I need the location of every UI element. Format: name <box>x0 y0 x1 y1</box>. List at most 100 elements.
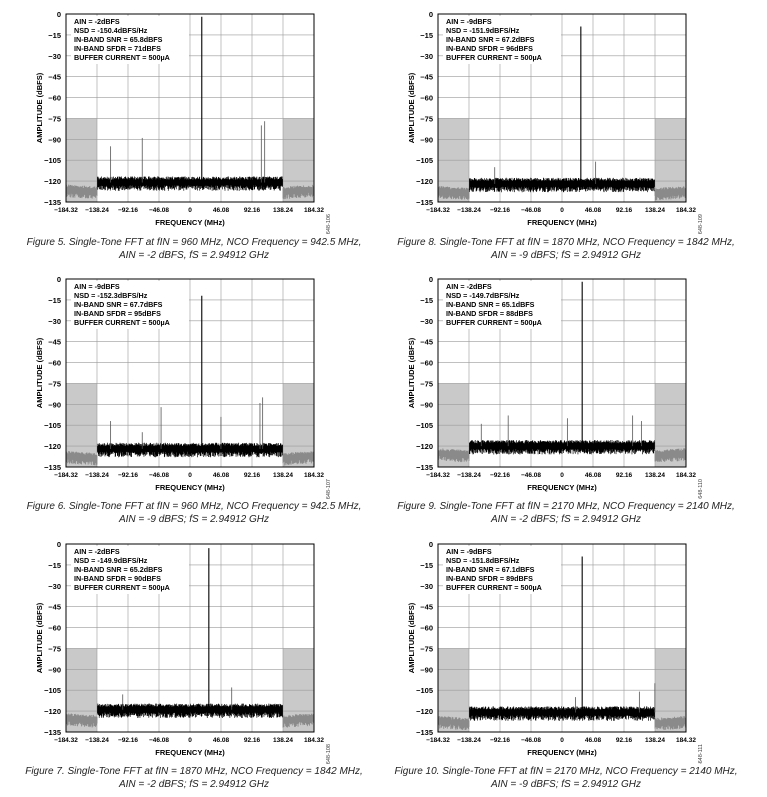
y-tick-label: −90 <box>420 135 433 144</box>
y-tick-label: −120 <box>44 177 61 186</box>
x-axis-label: FREQUENCY (MHz) <box>527 748 597 757</box>
y-tick-label: −135 <box>44 463 61 472</box>
y-tick-label: 0 <box>57 275 61 284</box>
y-tick-label: −15 <box>48 561 61 570</box>
legend-line: IN-BAND SNR = 65.1dBFS <box>446 300 535 309</box>
caption-line-1: Figure 6. Single-Tone FFT at fIN = 960 M… <box>26 501 362 512</box>
x-tick-label: −138.24 <box>85 472 109 479</box>
y-tick-label: −120 <box>44 707 61 716</box>
x-tick-label: 46.08 <box>213 737 230 744</box>
legend-line: IN-BAND SNR = 67.7dBFS <box>74 300 163 309</box>
legend-line: AIN = -9dBFS <box>446 547 492 556</box>
y-tick-label: −60 <box>420 624 433 633</box>
caption-line-1: Figure 5. Single-Tone FFT at fIN = 960 M… <box>26 237 362 248</box>
legend-line: NSD = -149.7dBFS/Hz <box>446 291 520 300</box>
y-tick-label: −60 <box>48 359 61 368</box>
y-tick-label: −105 <box>44 421 61 430</box>
y-axis-label: AMPLITUDE (dBFS) <box>407 337 416 408</box>
y-tick-label: −105 <box>416 156 433 165</box>
y-tick-label: −60 <box>420 94 433 103</box>
y-tick-label: −60 <box>48 624 61 633</box>
x-tick-label: −92.16 <box>118 207 138 214</box>
caption-line-2: AIN = -2 dBFS, fS = 2.94912 GHz <box>118 250 270 261</box>
legend-background <box>71 546 189 594</box>
legend-line: BUFFER CURRENT = 500µA <box>74 583 170 592</box>
noise-floor-in-band <box>469 439 655 455</box>
figure-caption: Figure 8. Single-Tone FFT at fIN = 1870 … <box>372 236 760 262</box>
legend-line: NSD = -149.9dBFS/Hz <box>74 556 148 565</box>
y-tick-label: −120 <box>416 177 433 186</box>
y-tick-label: −105 <box>44 686 61 695</box>
y-tick-label: −45 <box>48 338 61 347</box>
legend-line: BUFFER CURRENT = 500µA <box>446 318 542 327</box>
x-tick-label: 0 <box>188 737 192 744</box>
figure-caption: Figure 6. Single-Tone FFT at fIN = 960 M… <box>0 500 388 526</box>
x-tick-label: 138.24 <box>645 737 665 744</box>
y-tick-label: −90 <box>48 135 61 144</box>
caption-line-2: AIN = -9 dBFS; fS = 2.94912 GHz <box>490 250 642 261</box>
x-tick-label: 92.16 <box>244 207 261 214</box>
x-tick-label: 0 <box>560 737 564 744</box>
figure-caption: Figure 10. Single-Tone FFT at fIN = 2170… <box>372 765 760 791</box>
x-tick-label: −138.24 <box>457 207 481 214</box>
figure-id: 15648-111 <box>698 744 704 764</box>
legend-line: IN-BAND SFDR = 90dBFS <box>74 574 161 583</box>
legend-line: AIN = -9dBFS <box>74 282 120 291</box>
y-tick-label: −45 <box>420 603 433 612</box>
legend-line: NSD = -150.4dBFS/Hz <box>74 26 148 35</box>
x-axis-label: FREQUENCY (MHz) <box>155 218 225 227</box>
y-tick-label: −135 <box>416 463 433 472</box>
legend-line: NSD = -152.3dBFS/Hz <box>74 291 148 300</box>
x-tick-label: −92.16 <box>490 207 510 214</box>
y-tick-label: 0 <box>429 10 433 19</box>
legend-line: IN-BAND SNR = 67.2dBFS <box>446 35 535 44</box>
y-tick-label: −15 <box>420 561 433 570</box>
legend-line: AIN = -2dBFS <box>74 17 120 26</box>
y-tick-label: −120 <box>44 442 61 451</box>
y-tick-label: −90 <box>48 400 61 409</box>
y-tick-label: −135 <box>416 198 433 207</box>
x-tick-label: 0 <box>188 472 192 479</box>
caption-line-1: Figure 10. Single-Tone FFT at fIN = 2170… <box>394 766 738 777</box>
x-tick-label: −92.16 <box>490 472 510 479</box>
legend-line: AIN = -2dBFS <box>74 547 120 556</box>
y-tick-label: −15 <box>48 31 61 40</box>
y-tick-label: −120 <box>416 707 433 716</box>
y-tick-label: −105 <box>416 686 433 695</box>
x-tick-label: −46.08 <box>521 737 541 744</box>
y-tick-label: −30 <box>48 52 61 61</box>
legend-background <box>71 16 189 64</box>
y-tick-label: 0 <box>429 275 433 284</box>
legend-line: IN-BAND SFDR = 96dBFS <box>446 44 533 53</box>
x-tick-label: −184.32 <box>426 207 450 214</box>
x-tick-label: 46.08 <box>213 472 230 479</box>
caption-line-2: AIN = -2 dBFS; fS = 2.94912 GHz <box>490 514 642 525</box>
y-tick-label: 0 <box>57 10 61 19</box>
legend-line: BUFFER CURRENT = 500µA <box>446 583 542 592</box>
x-tick-label: 92.16 <box>616 207 633 214</box>
figure-id: 15648-108 <box>326 744 332 764</box>
x-tick-label: −138.24 <box>457 737 481 744</box>
plot-frame <box>437 278 687 468</box>
y-tick-label: −15 <box>48 296 61 305</box>
caption-line-2: AIN = -9 dBFS; fS = 2.94912 GHz <box>490 779 642 790</box>
x-tick-label: 92.16 <box>244 737 261 744</box>
y-tick-label: 0 <box>429 540 433 549</box>
legend-line: AIN = -9dBFS <box>446 17 492 26</box>
x-tick-label: −46.08 <box>149 472 169 479</box>
fft-chart-5: 0 −15 −30 −45 −60 −75 −90 −105 −120 −135−184.32 −1… <box>35 540 332 764</box>
x-tick-label: −184.32 <box>54 472 78 479</box>
y-tick-label: −75 <box>420 114 433 123</box>
caption-line-2: AIN = -2 dBFS; fS = 2.94912 GHz <box>118 779 270 790</box>
plot-frame <box>65 13 315 203</box>
legend-line: IN-BAND SNR = 67.1dBFS <box>446 565 535 574</box>
x-tick-label: 138.24 <box>645 472 665 479</box>
fft-chart-1: 0 −15 −30 −45 −60 −75 −90 −105 −120 −135−184.32 −1… <box>35 10 332 234</box>
y-tick-label: −90 <box>420 665 433 674</box>
y-tick-label: −30 <box>48 317 61 326</box>
y-tick-label: −90 <box>420 400 433 409</box>
x-tick-label: 184.32 <box>676 737 696 744</box>
x-tick-label: 184.32 <box>304 472 324 479</box>
x-tick-label: 0 <box>560 207 564 214</box>
